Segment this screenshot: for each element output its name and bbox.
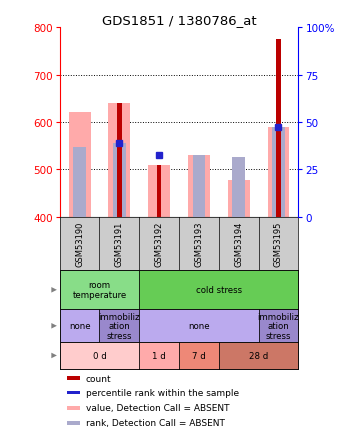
Bar bbox=[60, 310, 100, 342]
Text: 28 d: 28 d bbox=[249, 351, 268, 360]
Text: none: none bbox=[188, 322, 210, 331]
Bar bbox=[108, 104, 130, 217]
Title: GDS1851 / 1380786_at: GDS1851 / 1380786_at bbox=[102, 14, 256, 27]
Text: GSM53192: GSM53192 bbox=[154, 221, 164, 266]
Text: GSM53195: GSM53195 bbox=[274, 221, 283, 266]
Bar bbox=[113, 144, 126, 217]
Text: 7 d: 7 d bbox=[192, 351, 206, 360]
Text: none: none bbox=[69, 322, 90, 331]
Bar bbox=[67, 377, 80, 380]
Text: cold stress: cold stress bbox=[196, 286, 242, 295]
Bar bbox=[228, 180, 250, 217]
Bar bbox=[188, 156, 210, 217]
Bar bbox=[157, 165, 161, 217]
Bar bbox=[67, 391, 80, 395]
Bar bbox=[276, 40, 281, 217]
Bar bbox=[139, 271, 298, 310]
Text: GSM53191: GSM53191 bbox=[115, 221, 124, 266]
Bar bbox=[258, 310, 298, 342]
Bar bbox=[139, 310, 258, 342]
Bar bbox=[67, 421, 80, 425]
Bar bbox=[60, 271, 139, 310]
Bar bbox=[219, 342, 298, 369]
Text: immobiliz
ation
stress: immobiliz ation stress bbox=[258, 312, 299, 340]
Bar bbox=[60, 342, 139, 369]
Text: GSM53193: GSM53193 bbox=[194, 221, 204, 266]
Bar bbox=[179, 342, 219, 369]
Text: count: count bbox=[86, 374, 112, 383]
Bar bbox=[139, 342, 179, 369]
Text: value, Detection Call = ABSENT: value, Detection Call = ABSENT bbox=[86, 404, 229, 412]
Bar bbox=[148, 165, 170, 217]
Bar bbox=[193, 156, 205, 217]
Bar bbox=[100, 310, 139, 342]
Bar bbox=[272, 128, 285, 217]
Text: GSM53190: GSM53190 bbox=[75, 221, 84, 266]
Text: rank, Detection Call = ABSENT: rank, Detection Call = ABSENT bbox=[86, 418, 225, 427]
Bar bbox=[117, 104, 121, 217]
Bar bbox=[69, 113, 90, 217]
Text: 0 d: 0 d bbox=[93, 351, 106, 360]
Text: room
temperature: room temperature bbox=[72, 281, 127, 299]
Bar bbox=[67, 406, 80, 410]
Text: percentile rank within the sample: percentile rank within the sample bbox=[86, 388, 239, 397]
Text: 1 d: 1 d bbox=[152, 351, 166, 360]
Text: immobiliz
ation
stress: immobiliz ation stress bbox=[99, 312, 140, 340]
Text: GSM53194: GSM53194 bbox=[234, 221, 243, 266]
Bar bbox=[73, 147, 86, 217]
Bar bbox=[232, 158, 245, 217]
Bar bbox=[268, 128, 290, 217]
